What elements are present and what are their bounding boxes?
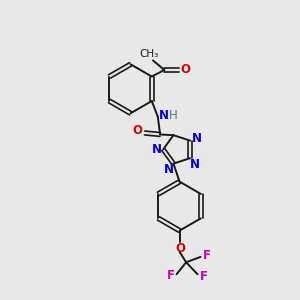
Text: O: O <box>133 124 142 137</box>
Text: N: N <box>164 163 174 176</box>
Text: N: N <box>152 143 162 156</box>
Text: F: F <box>200 269 208 283</box>
Text: N: N <box>159 110 169 122</box>
Text: CH₃: CH₃ <box>139 49 158 59</box>
Text: O: O <box>181 64 191 76</box>
Text: F: F <box>167 269 175 282</box>
Text: N: N <box>192 132 202 145</box>
Text: N: N <box>190 158 200 171</box>
Text: F: F <box>202 249 210 262</box>
Text: O: O <box>175 242 185 255</box>
Text: H: H <box>169 110 178 122</box>
